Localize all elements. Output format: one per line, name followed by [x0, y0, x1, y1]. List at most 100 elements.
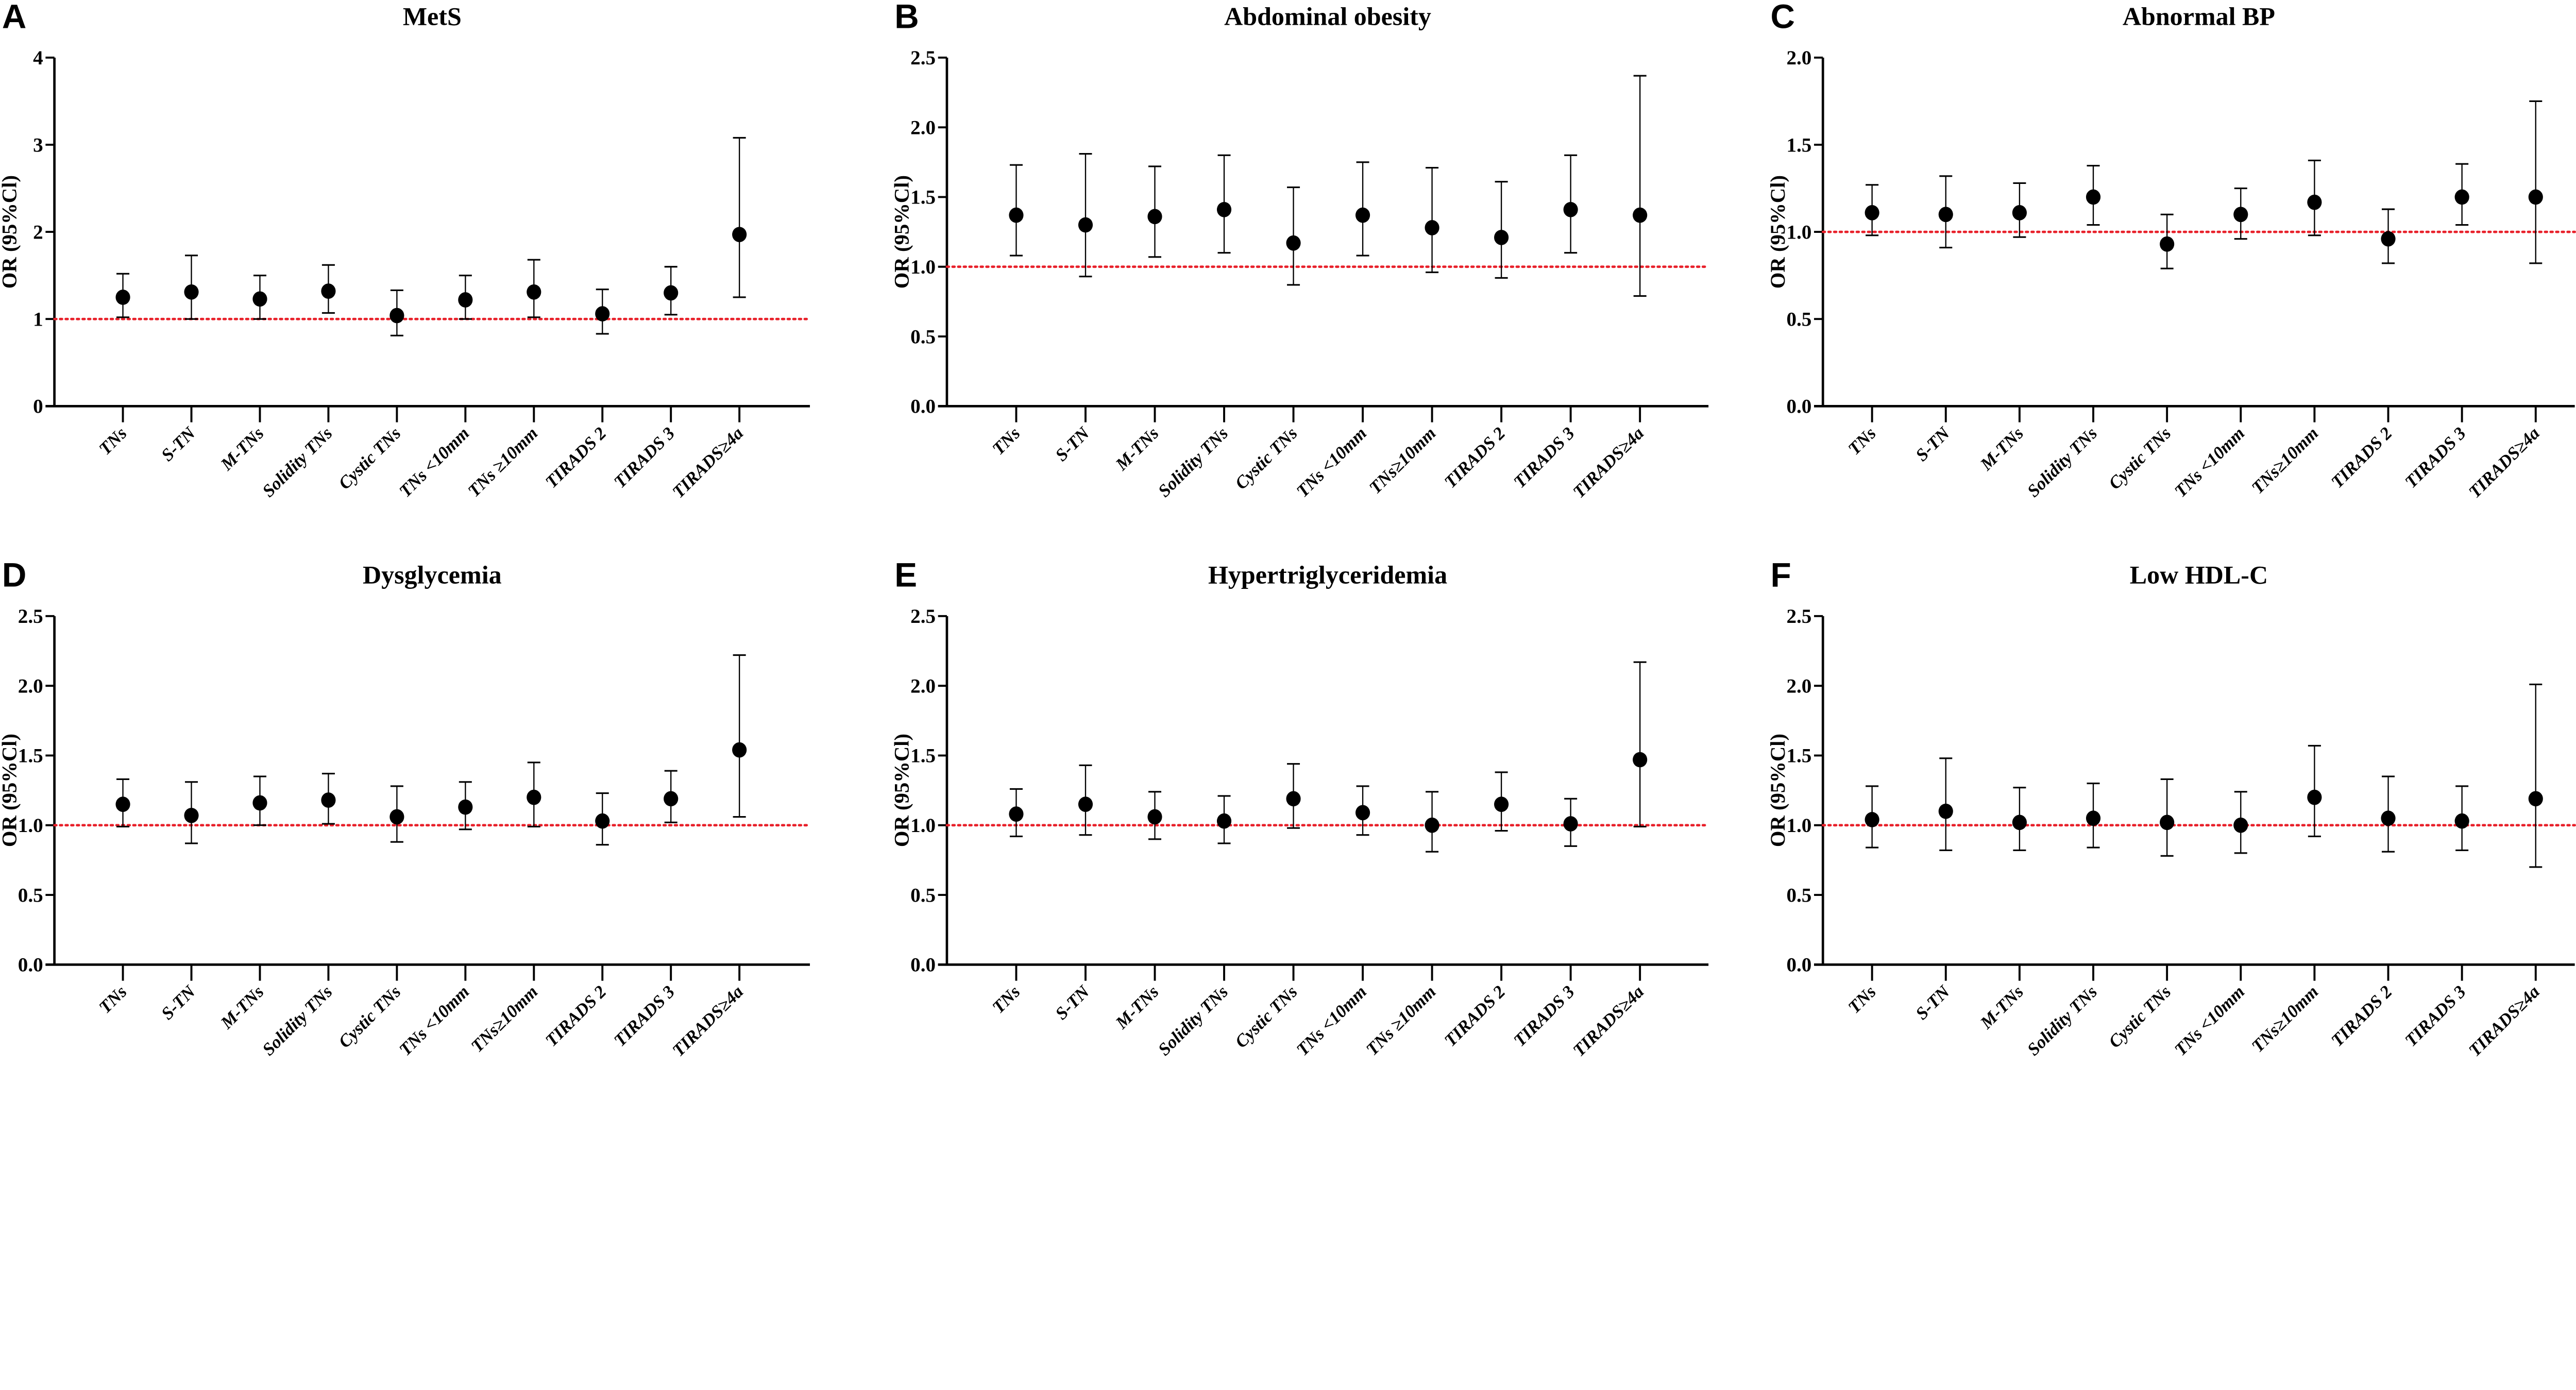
or-marker — [2160, 236, 2175, 252]
data-point-4 — [389, 785, 404, 843]
x-tick-label: TNs <10mm — [395, 423, 473, 501]
x-tick-label: TIRADS 3 — [2401, 982, 2470, 1050]
or-marker — [527, 284, 541, 300]
panel-f: F Low HDL-C OR (95%Cl) 0.0 0.5 1.0 1.5 2.0 2.5 TN… — [1766, 556, 2576, 1060]
x-tick-label: TNs <10mm — [2171, 982, 2248, 1060]
data-point-9 — [2528, 100, 2543, 264]
data-point-4 — [1286, 186, 1301, 286]
y-tick-label: 0.0 — [1786, 396, 1811, 418]
or-marker — [1494, 230, 1509, 245]
or-marker — [321, 283, 336, 299]
or-marker — [2233, 207, 2248, 223]
data-point-1 — [1078, 152, 1093, 278]
x-tick-label: M-TNs — [216, 423, 267, 474]
x-tick-label: M-TNs — [1111, 982, 1162, 1033]
data-point-1 — [1078, 764, 1093, 836]
x-tick-label: TNs≥10mm — [467, 982, 541, 1056]
x-tick-label: Solidity TNs — [2024, 982, 2102, 1060]
panel-title: Abnormal BP — [2123, 2, 2275, 30]
or-marker — [2454, 813, 2469, 829]
x-tick-label: TIRADS≥4a — [2465, 982, 2543, 1060]
x-tick-label: TIRADS≥4a — [2465, 423, 2543, 502]
or-marker — [2307, 194, 2322, 210]
or-marker — [1633, 207, 1648, 223]
y-axis-label: OR (95%Cl) — [0, 175, 21, 289]
or-marker — [1563, 816, 1578, 832]
data-point-1 — [184, 255, 199, 320]
data-point-0 — [115, 273, 130, 318]
x-tick-label: TIRADS 2 — [2328, 982, 2396, 1050]
x-tick-label: TNs <10mm — [395, 982, 473, 1060]
data-point-4 — [2160, 213, 2175, 269]
or-marker — [1078, 796, 1093, 812]
x-tick-label: Solidity TNs — [259, 982, 336, 1060]
x-tick-label: TIRADS 2 — [1440, 423, 1509, 492]
or-marker — [389, 809, 404, 825]
x-tick-label: TNs — [1844, 423, 1880, 459]
x-tick-label: TNs≥10mm — [2248, 423, 2322, 498]
x-tick-label: Cystic TNs — [2105, 982, 2175, 1052]
x-tick-label: TIRADS 2 — [541, 423, 610, 492]
x-tick-label: TNs — [989, 982, 1024, 1018]
x-tick-label: TIRADS 3 — [2401, 423, 2470, 492]
y-tick-label: 1 — [33, 309, 43, 331]
or-marker — [1425, 817, 1439, 833]
or-marker — [595, 813, 610, 829]
data-point-7 — [2381, 775, 2396, 853]
or-marker — [732, 742, 747, 758]
data-point-9 — [1633, 661, 1648, 828]
or-marker — [1147, 809, 1162, 825]
x-tick-label: Solidity TNs — [1155, 982, 1232, 1060]
or-marker — [1494, 796, 1509, 812]
y-tick-label: 1.0 — [1786, 221, 1811, 243]
panel-letter: F — [1771, 556, 1791, 594]
x-tick-label: TNs — [1844, 982, 1880, 1018]
data-point-6 — [2307, 744, 2322, 837]
data-point-6 — [527, 761, 541, 828]
y-tick-label: 0.5 — [910, 884, 936, 906]
or-marker — [115, 796, 130, 812]
or-marker — [2528, 791, 2543, 807]
or-marker — [1147, 209, 1162, 225]
data-point-0 — [1009, 164, 1024, 257]
or-marker — [2086, 189, 2101, 205]
data-point-5 — [458, 781, 473, 830]
y-tick-label: 1.0 — [910, 815, 936, 837]
y-tick-label: 0 — [33, 396, 43, 418]
data-point-9 — [1633, 75, 1648, 297]
panel-letter: D — [2, 556, 26, 594]
x-tick-label: Solidity TNs — [2024, 423, 2102, 501]
x-tick-label: S-TN — [158, 423, 200, 465]
or-marker — [527, 789, 541, 805]
panel-letter: B — [894, 0, 919, 36]
y-axis-label: OR (95%Cl) — [1766, 734, 1789, 847]
y-tick-label: 2.5 — [910, 605, 936, 628]
panel-b: B Abdominal obesity OR (95%Cl) 0.0 0.5 1.0 1.5… — [890, 0, 1710, 502]
or-marker — [1938, 207, 1953, 223]
data-point-3 — [1216, 154, 1232, 254]
panel-a: A MetS OR (95%Cl) 0 1 2 3 4 TNs S-TN M-TNsSolidity… — [0, 0, 811, 502]
x-tick-label: Cystic TNs — [1231, 423, 1301, 494]
y-tick-label: 1.0 — [910, 256, 936, 278]
x-tick-label: TNs — [95, 423, 131, 459]
y-tick-label: 2.0 — [910, 675, 936, 697]
x-tick-label: S-TN — [158, 981, 200, 1024]
panel-title: Abdominal obesity — [1224, 2, 1431, 30]
or-marker — [664, 791, 679, 807]
or-marker — [252, 291, 267, 307]
y-tick-label: 2.5 — [1786, 605, 1811, 628]
x-tick-label: TIRADS 3 — [1510, 423, 1579, 492]
y-tick-label: 2.0 — [18, 675, 43, 697]
x-tick-label: Solidity TNs — [259, 423, 336, 501]
data-point-8 — [664, 770, 679, 823]
y-tick-label: 1.5 — [1786, 745, 1811, 767]
y-tick-label: 4 — [33, 47, 43, 69]
x-tick-label: TNs ≥10mm — [1362, 982, 1439, 1059]
data-point-2 — [2012, 787, 2027, 852]
x-tick-label: TNs≥10mm — [2248, 982, 2322, 1056]
y-tick-label: 2.0 — [1786, 47, 1811, 69]
y-tick-label: 2 — [33, 221, 43, 243]
or-marker — [1355, 207, 1370, 223]
data-point-5 — [1355, 161, 1370, 257]
data-point-0 — [1009, 788, 1024, 837]
